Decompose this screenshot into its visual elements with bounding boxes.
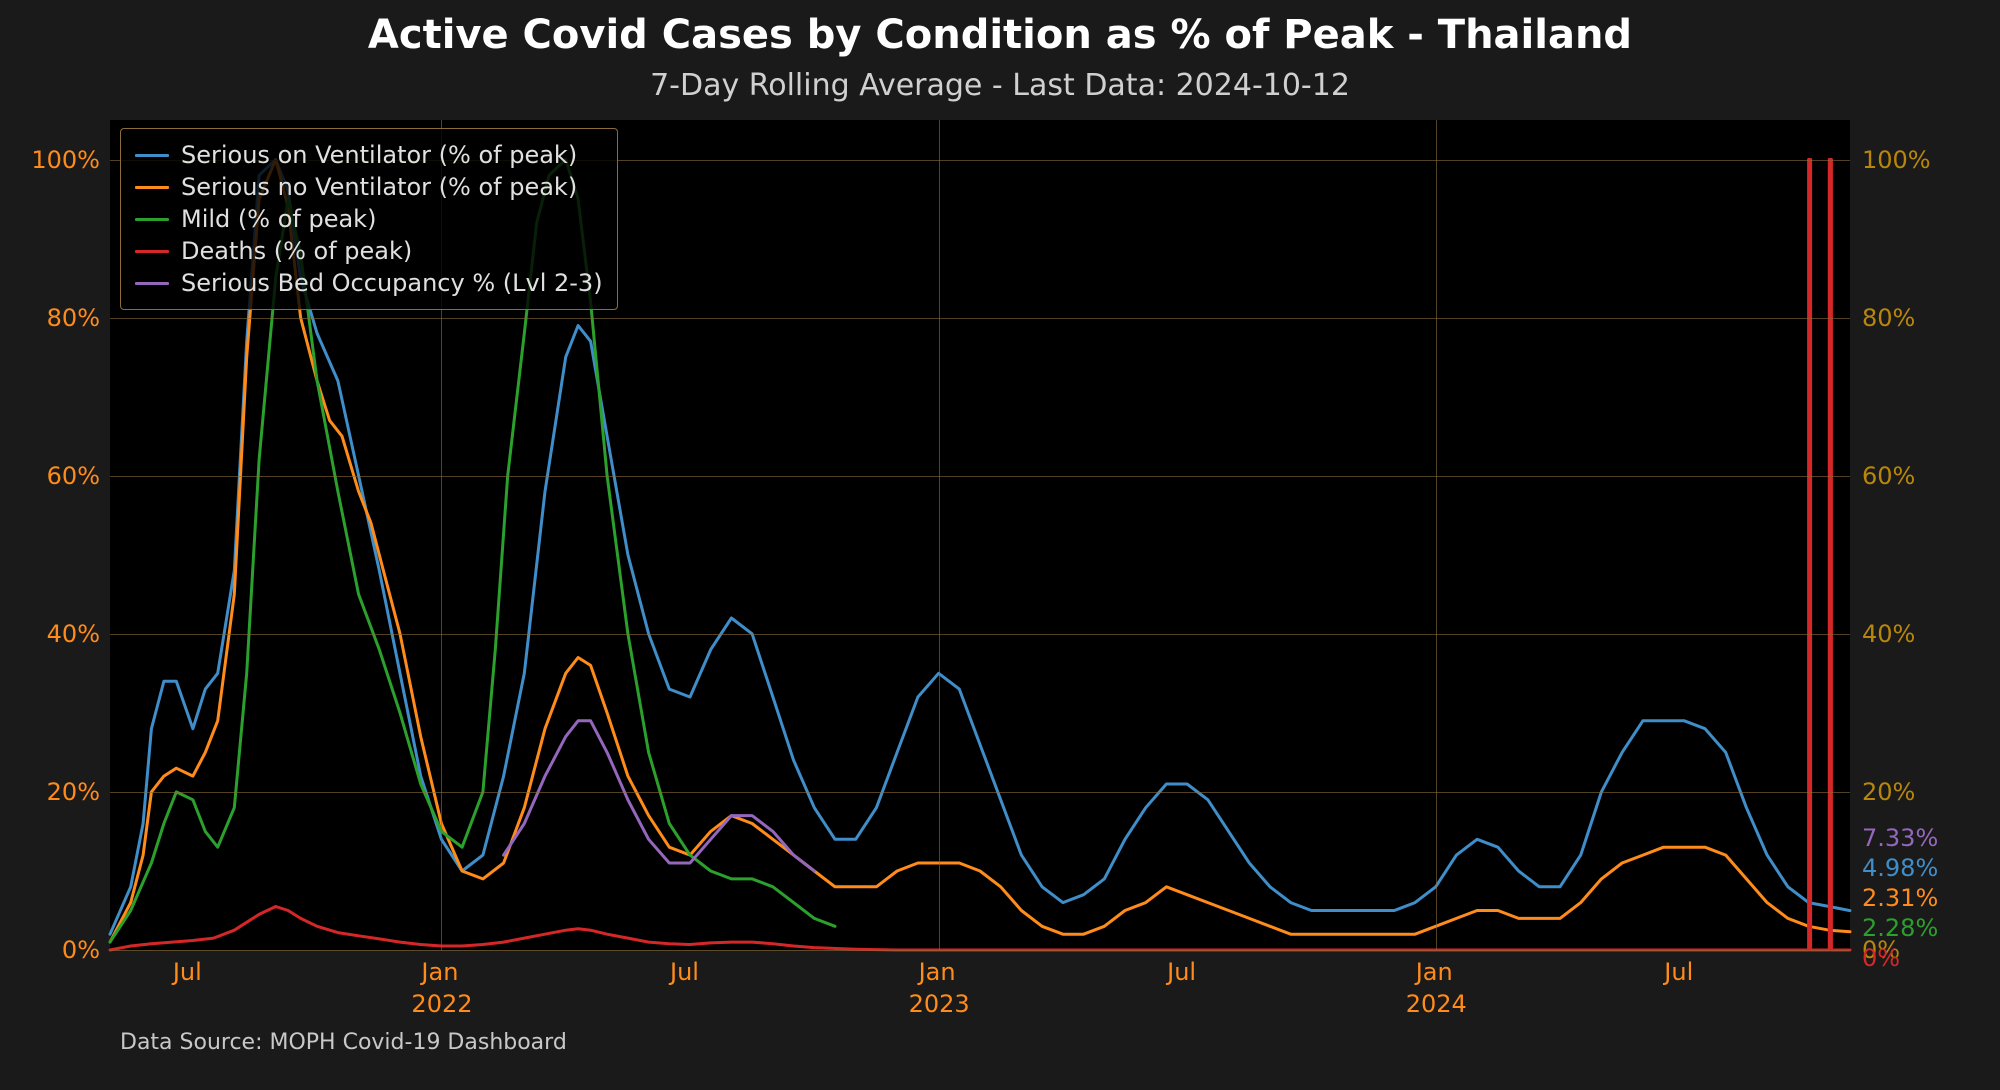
y-tick-right: 100% bbox=[1862, 146, 1931, 174]
x-tick-month: Jul bbox=[173, 958, 202, 986]
series-bed_occupancy bbox=[504, 721, 815, 871]
x-tick-year: 2023 bbox=[909, 990, 970, 1018]
legend-swatch bbox=[135, 250, 169, 253]
y-tick-right: 20% bbox=[1862, 778, 1915, 806]
y-tick-right: 60% bbox=[1862, 462, 1915, 490]
legend-label: Serious no Ventilator (% of peak) bbox=[181, 173, 577, 201]
legend-item: Serious on Ventilator (% of peak) bbox=[135, 141, 603, 169]
legend: Serious on Ventilator (% of peak) Serious… bbox=[120, 128, 618, 310]
y-tick-left: 20% bbox=[47, 778, 100, 806]
legend-swatch bbox=[135, 218, 169, 221]
grid-line bbox=[939, 120, 940, 950]
grid-line bbox=[110, 318, 1850, 319]
legend-item: Deaths (% of peak) bbox=[135, 237, 603, 265]
x-tick-month: Jan bbox=[919, 958, 956, 986]
legend-item: Mild (% of peak) bbox=[135, 205, 603, 233]
x-tick-month: Jul bbox=[670, 958, 699, 986]
x-tick-year: 2024 bbox=[1406, 990, 1467, 1018]
legend-label: Serious on Ventilator (% of peak) bbox=[181, 141, 577, 169]
grid-line bbox=[1436, 120, 1437, 950]
chart-subtitle: 7-Day Rolling Average - Last Data: 2024-… bbox=[0, 68, 2000, 103]
y-tick-left: 100% bbox=[31, 146, 100, 174]
legend-label: Serious Bed Occupancy % (Lvl 2-3) bbox=[181, 269, 603, 297]
legend-swatch bbox=[135, 154, 169, 157]
grid-line bbox=[110, 476, 1850, 477]
end-value-label: 2.31% bbox=[1862, 884, 1938, 912]
legend-swatch bbox=[135, 282, 169, 285]
grid-line bbox=[110, 792, 1850, 793]
y-tick-right: 40% bbox=[1862, 620, 1915, 648]
x-tick-month: Jul bbox=[1167, 958, 1196, 986]
x-tick-month: Jan bbox=[1416, 958, 1453, 986]
y-tick-left: 40% bbox=[47, 620, 100, 648]
grid-line bbox=[110, 634, 1850, 635]
end-value-label: 7.33% bbox=[1862, 824, 1938, 852]
legend-item: Serious no Ventilator (% of peak) bbox=[135, 173, 603, 201]
end-value-label: 4.98% bbox=[1862, 854, 1938, 882]
y-tick-right: 80% bbox=[1862, 304, 1915, 332]
legend-item: Serious Bed Occupancy % (Lvl 2-3) bbox=[135, 269, 603, 297]
legend-label: Deaths (% of peak) bbox=[181, 237, 412, 265]
x-tick-year: 2022 bbox=[411, 990, 472, 1018]
grid-line bbox=[110, 950, 1850, 951]
y-tick-left: 0% bbox=[62, 936, 100, 964]
end-value-label: 2.28% bbox=[1862, 914, 1938, 942]
y-tick-left: 60% bbox=[47, 462, 100, 490]
end-value-label: 0% bbox=[1862, 944, 1900, 972]
chart-title: Active Covid Cases by Condition as % of … bbox=[0, 12, 2000, 58]
x-tick-month: Jul bbox=[1664, 958, 1693, 986]
legend-swatch bbox=[135, 186, 169, 189]
data-source-footer: Data Source: MOPH Covid-19 Dashboard bbox=[120, 1030, 567, 1055]
y-tick-left: 80% bbox=[47, 304, 100, 332]
x-tick-month: Jan bbox=[421, 958, 458, 986]
legend-label: Mild (% of peak) bbox=[181, 205, 376, 233]
plot-area: Serious on Ventilator (% of peak) Serious… bbox=[110, 120, 1850, 950]
